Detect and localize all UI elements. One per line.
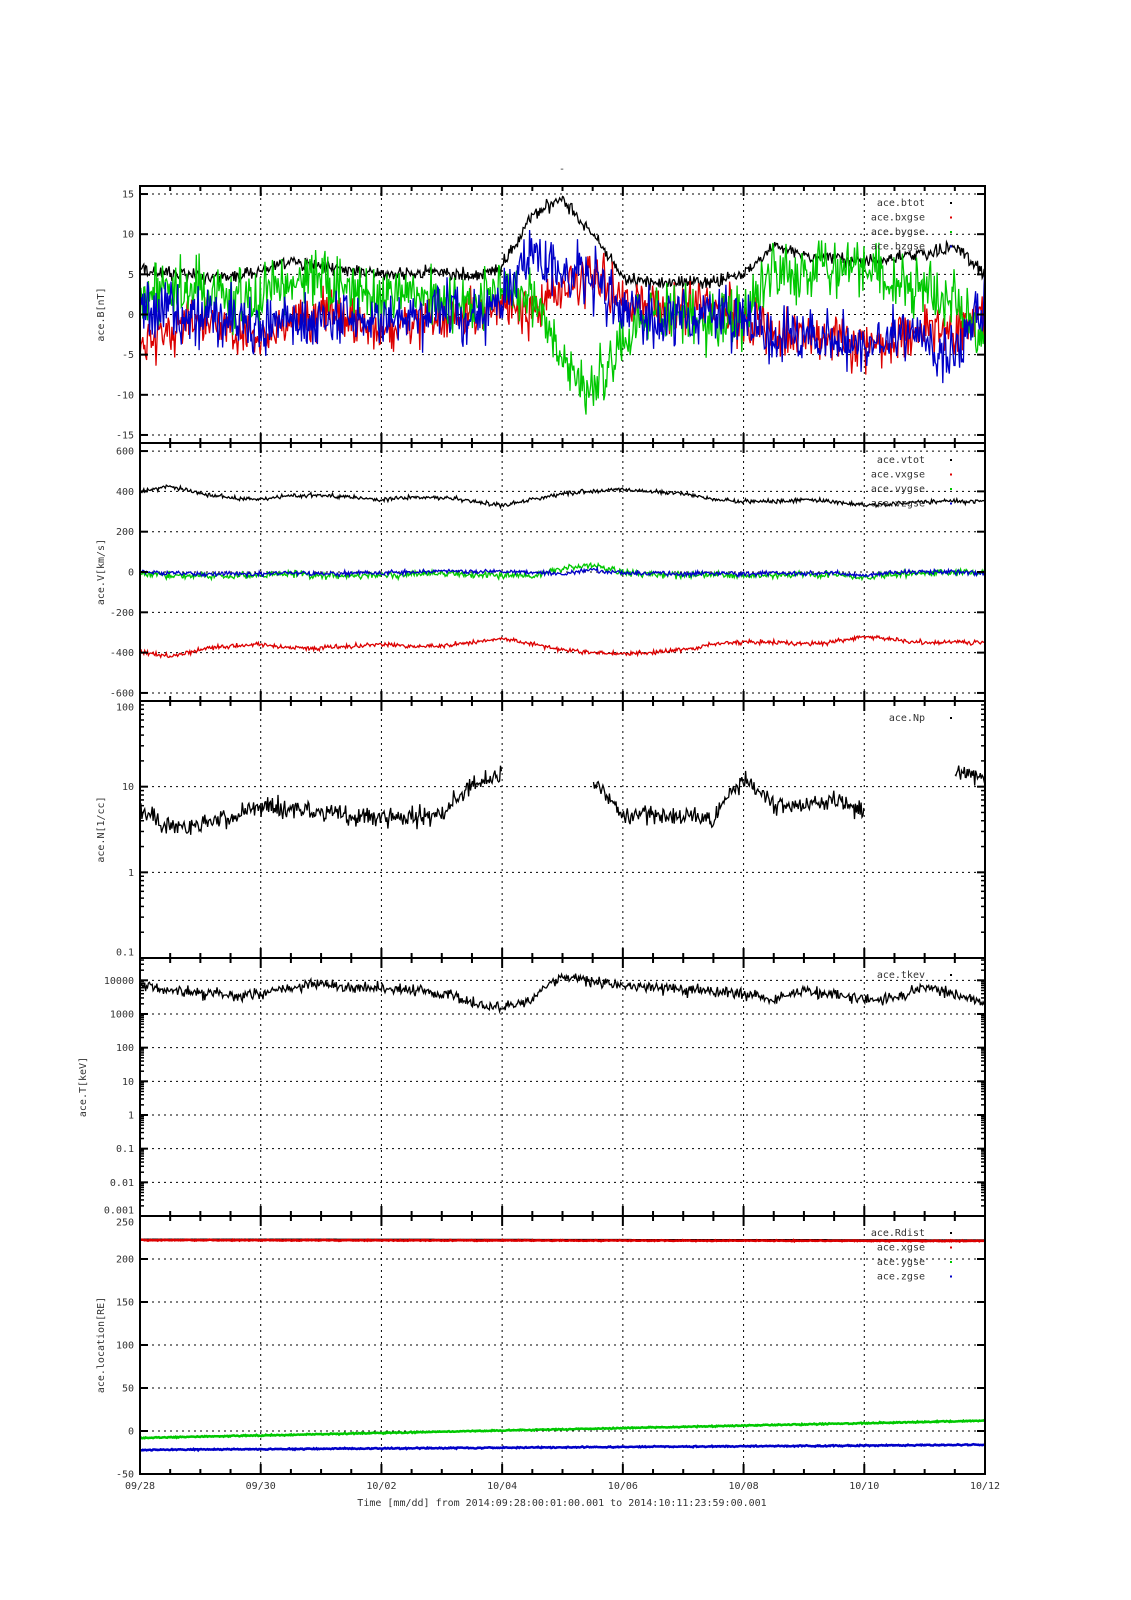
series-line-ace-tkev (140, 972, 985, 1015)
legend-marker (950, 459, 952, 461)
legend-label: ace.vxgse (871, 470, 925, 481)
x-tick-label: 10/08 (729, 1481, 759, 1492)
x-tick-label: 10/12 (970, 1481, 1000, 1492)
x-tick-label: 10/10 (849, 1481, 879, 1492)
legend-label: ace.bxgse (871, 213, 925, 224)
y-tick-label: 15 (122, 190, 134, 201)
legend-marker (950, 1246, 952, 1249)
legend-label: ace.Np (889, 713, 925, 724)
series-line-ace-zgse (140, 1442, 985, 1453)
y-tick-label: 5 (128, 270, 134, 281)
legend-marker (950, 202, 952, 204)
x-tick-label: 10/06 (608, 1481, 638, 1492)
y-tick-label: 0 (128, 1427, 134, 1438)
y-tick-label: 0.1 (116, 1144, 134, 1155)
series-line-ace-vzgse (140, 565, 985, 580)
legend-label: ace.xgse (877, 1243, 925, 1254)
legend-marker (950, 231, 952, 233)
y-axis-label: ace.location[RE] (96, 1297, 107, 1393)
y-tick-label: -5 (122, 350, 134, 361)
legend-marker (950, 245, 952, 248)
series-line-ace-Np (592, 770, 865, 829)
y-tick-label: 10000 (104, 976, 134, 987)
legend-marker (950, 473, 952, 476)
legend-label: ace.vtot (877, 455, 925, 466)
series-line-ace-bygse (140, 240, 985, 415)
y-axis-label: ace.N[1/cc] (96, 796, 107, 862)
legend-marker (950, 717, 952, 719)
legend-marker (950, 502, 952, 505)
series-line-ace-Np (140, 765, 503, 835)
panel-5: ace.Rdist ace.xgse ace.ygse ace.zgse 250 200 1… (96, 1215, 986, 1481)
y-tick-label: 600 (116, 447, 134, 458)
y-tick-label: -50 (116, 1470, 134, 1481)
x-tick-label: 09/28 (125, 1481, 155, 1492)
legend-label: ace.vygse (871, 484, 925, 495)
y-tick-label: 1 (128, 868, 134, 879)
legend-marker (950, 1275, 952, 1278)
series-line-ace-btot (140, 195, 985, 291)
y-tick-label: 1000 (110, 1009, 134, 1020)
y-tick-label: 100 (116, 703, 134, 714)
y-axis-label: ace.T[keV] (78, 1057, 89, 1117)
legend-label: ace.ygse (877, 1257, 925, 1268)
y-tick-label: 1 (128, 1110, 134, 1121)
y-axis-label: ace.B[nT] (96, 287, 107, 341)
y-tick-label: 0 (128, 310, 134, 321)
y-tick-label: -10 (116, 390, 134, 401)
legend-label: ace.vzgse (871, 499, 925, 510)
panel-frame (139, 700, 986, 959)
y-tick-label: 0 (128, 568, 134, 579)
series-line-ace-vxgse (140, 634, 985, 659)
legend-marker (950, 488, 952, 490)
y-tick-label: 10 (122, 1077, 134, 1088)
y-tick-label: 50 (122, 1384, 134, 1395)
y-tick-label: 200 (116, 527, 134, 538)
x-tick-label: 09/30 (246, 1481, 276, 1492)
panel-2: ace.vtot ace.vxgse ace.vygse ace.vzgse 600 40… (96, 442, 986, 702)
y-tick-label: 100 (116, 1341, 134, 1352)
panel-1: ace.btot ace.bxgse ace.bygse ace.bzgse 15 10 5… (96, 185, 986, 444)
legend-label: ace.zgse (877, 1272, 925, 1283)
series-line-ace-vtot (140, 484, 985, 510)
y-tick-label: 0.01 (110, 1178, 134, 1189)
series-line-ace-ygse (140, 1418, 985, 1440)
legend-label: ace.bzgse (871, 242, 925, 253)
legend-marker (950, 974, 952, 976)
y-tick-label: 10 (122, 782, 134, 793)
y-tick-label: 100 (116, 1043, 134, 1054)
y-tick-label: 10 (122, 230, 134, 241)
x-tick-label: 10/04 (487, 1481, 517, 1492)
legend-marker (950, 1261, 952, 1263)
y-axis-label: ace.V[km/s] (96, 539, 107, 605)
legend-marker (950, 216, 952, 219)
y-tick-label: -600 (110, 688, 134, 699)
y-tick-label: -400 (110, 648, 134, 659)
y-tick-label: 150 (116, 1298, 134, 1309)
panel-3: ace.Np 100 10 1 0.1 ace.N[1/cc] (96, 700, 986, 959)
x-tick-label: 10/02 (366, 1481, 396, 1492)
legend-label: ace.Rdist (871, 1228, 925, 1239)
series-line-ace-Np (954, 765, 985, 786)
y-tick-label: 250 (116, 1218, 134, 1229)
legend-label: ace.tkev (877, 970, 925, 981)
legend-marker (950, 1232, 952, 1234)
chart-title: - (559, 164, 565, 175)
legend-label: ace.bygse (871, 227, 925, 238)
series-line-ace-vygse (140, 561, 985, 582)
y-tick-label: -15 (116, 430, 134, 441)
y-tick-label: 200 (116, 1255, 134, 1266)
y-tick-label: -200 (110, 608, 134, 619)
x-axis-label: Time [mm/dd] from 2014:09:28:00:01:00.00… (357, 1498, 766, 1509)
series-line-ace-xgse (140, 1237, 985, 1244)
panel-4: ace.tkev 10000 1000 100 10 1 0.1 0.01 0.001 ace.T… (78, 957, 986, 1217)
series-line-ace-bzgse (140, 229, 985, 384)
y-tick-label: 400 (116, 487, 134, 498)
y-tick-label: 0.1 (116, 948, 134, 959)
y-tick-label: 0.001 (104, 1206, 134, 1217)
panel-frame (139, 957, 986, 1217)
legend-label: ace.btot (877, 198, 925, 209)
